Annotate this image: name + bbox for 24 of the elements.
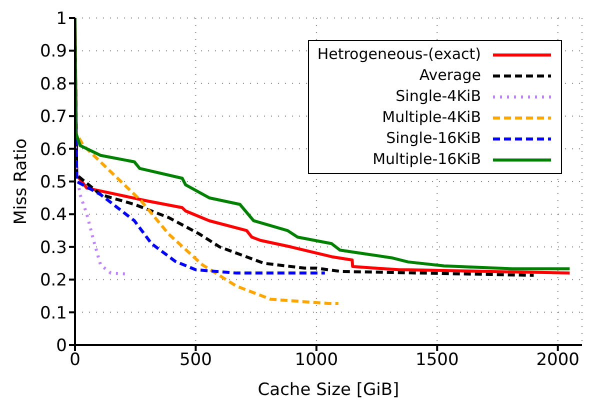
x-tick-label: 500 (179, 350, 212, 370)
y-tick-label: 0.8 (40, 74, 67, 94)
x-tick-label: 1000 (294, 350, 338, 370)
legend-label: Multiple-16KiB (372, 149, 481, 170)
y-tick-label: 0.2 (40, 270, 67, 291)
y-tick-label: 0.6 (40, 140, 67, 160)
x-tick-label: 0 (70, 350, 80, 370)
legend-label: Single-4KiB (396, 86, 481, 107)
x-tick-label: 1500 (416, 350, 459, 370)
y-tick-label: 0.4 (40, 205, 67, 226)
y-tick-label: 0.1 (40, 303, 67, 324)
y-axis-title: Miss Ratio (11, 138, 32, 225)
x-tick-label: 2000 (536, 350, 580, 370)
legend-label: Average (419, 65, 481, 86)
y-tick-label: 0.3 (40, 238, 67, 258)
legend-label: Single-16KiB (386, 128, 481, 149)
y-tick-label: 0.9 (40, 42, 67, 62)
y-tick-label: 1 (56, 9, 67, 30)
legend-label: Hetrogeneous-(exact) (317, 44, 481, 65)
legend-label: Multiple-4KiB (382, 107, 481, 128)
y-tick-label: 0.7 (40, 107, 67, 128)
y-tick-label: 0.5 (40, 172, 67, 193)
x-axis-title: Cache Size [GiB] (258, 380, 400, 400)
y-tick-label: 0 (56, 336, 67, 356)
